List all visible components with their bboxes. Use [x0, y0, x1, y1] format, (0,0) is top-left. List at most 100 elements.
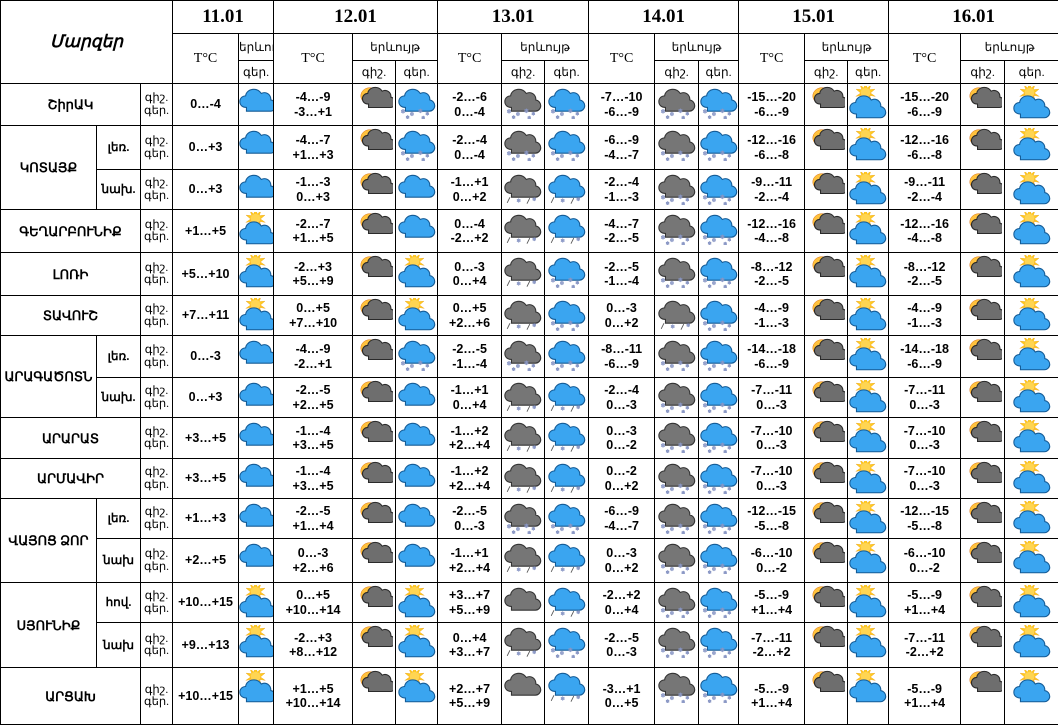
svg-text:❄: ❄ [660, 235, 665, 242]
svg-text:❄: ❄ [524, 523, 529, 530]
svg-text:❄: ❄ [711, 281, 716, 287]
svg-text:❄: ❄ [677, 194, 682, 201]
svg-text:❄: ❄ [567, 360, 572, 367]
svg-text:❄: ❄ [665, 570, 669, 574]
svg-text:❄: ❄ [685, 280, 689, 286]
svg-text:❄: ❄ [719, 607, 724, 614]
svg-text:❄: ❄ [702, 564, 707, 571]
svg-text:❄: ❄ [685, 610, 689, 616]
svg-text:❄: ❄ [665, 409, 669, 413]
svg-text:❄: ❄ [532, 237, 536, 243]
svg-text:❄: ❄ [685, 445, 689, 451]
svg-text:❄: ❄ [719, 442, 724, 449]
svg-text:❄: ❄ [555, 115, 559, 119]
svg-text:❄: ❄ [400, 361, 405, 368]
svg-text:❄: ❄ [425, 111, 429, 117]
svg-text:❄: ❄ [516, 447, 521, 453]
svg-text:❄: ❄ [677, 563, 682, 570]
svg-text:❄: ❄ [660, 524, 665, 531]
svg-text:❄: ❄ [711, 154, 716, 160]
svg-text:❄: ❄ [576, 237, 580, 243]
svg-text:❄: ❄ [707, 654, 711, 658]
svg-text:❄: ❄ [665, 614, 669, 618]
svg-text:❄: ❄ [677, 108, 682, 115]
svg-text:❄: ❄ [559, 112, 564, 118]
svg-text:❄: ❄ [702, 443, 707, 450]
svg-text:❄: ❄ [711, 198, 716, 204]
svg-text:❄: ❄ [425, 153, 429, 159]
svg-text:❄: ❄ [559, 651, 564, 657]
svg-text:❄: ❄ [575, 363, 579, 369]
svg-text:❄: ❄ [702, 648, 707, 655]
svg-text:❄: ❄ [560, 199, 565, 205]
svg-text:❄: ❄ [560, 568, 565, 574]
svg-text:❄: ❄ [707, 367, 711, 371]
svg-text:❄: ❄ [727, 197, 731, 203]
svg-text:❄: ❄ [575, 526, 579, 532]
svg-text:❄: ❄ [727, 610, 731, 616]
svg-text:❄: ❄ [531, 111, 535, 117]
svg-text:❄: ❄ [512, 367, 516, 371]
svg-text:❄: ❄ [723, 201, 727, 205]
svg-text:❄: ❄ [575, 650, 579, 656]
svg-text:❄: ❄ [719, 647, 724, 654]
svg-text:❄: ❄ [723, 614, 727, 618]
svg-text:❄: ❄ [550, 278, 555, 285]
svg-text:❄: ❄ [719, 523, 724, 530]
svg-text:❄: ❄ [665, 449, 669, 453]
svg-text:❄: ❄ [723, 570, 727, 574]
svg-text:❄: ❄ [405, 157, 409, 161]
svg-text:❄: ❄ [727, 280, 731, 286]
svg-text:❄: ❄ [707, 284, 711, 288]
svg-text:❄: ❄ [677, 647, 682, 654]
svg-text:❄: ❄ [719, 360, 724, 367]
svg-text:❄: ❄ [669, 567, 674, 573]
svg-text:❄: ❄ [417, 360, 422, 367]
svg-text:❄: ❄ [711, 324, 716, 330]
svg-text:❄: ❄ [660, 109, 665, 116]
svg-text:❄: ❄ [555, 367, 559, 371]
svg-text:❄: ❄ [527, 157, 531, 161]
svg-text:❄: ❄ [677, 360, 682, 367]
svg-text:❄: ❄ [677, 523, 682, 530]
svg-text:❄: ❄ [512, 157, 516, 161]
svg-text:❄: ❄ [707, 449, 711, 453]
svg-text:❄: ❄ [575, 111, 579, 117]
svg-text:❄: ❄ [660, 608, 665, 615]
svg-text:❄: ❄ [727, 323, 731, 329]
svg-text:❄: ❄ [507, 524, 512, 531]
svg-text:❄: ❄ [669, 651, 674, 657]
svg-text:❄: ❄ [665, 157, 669, 161]
svg-text:❄: ❄ [576, 486, 580, 492]
svg-text:❄: ❄ [711, 406, 716, 412]
svg-text:❄: ❄ [512, 115, 516, 119]
svg-text:❄: ❄ [677, 277, 682, 284]
svg-text:❄: ❄ [727, 695, 731, 701]
svg-text:❄: ❄ [516, 488, 521, 494]
svg-text:❄: ❄ [723, 157, 727, 161]
svg-text:❄: ❄ [719, 692, 724, 699]
svg-text:❄: ❄ [711, 696, 716, 702]
svg-text:❄: ❄ [559, 527, 564, 533]
svg-text:❄: ❄ [702, 151, 707, 158]
svg-text:❄: ❄ [723, 449, 727, 453]
svg-text:❄: ❄ [685, 566, 689, 572]
svg-text:❄: ❄ [550, 524, 555, 531]
svg-text:❄: ❄ [669, 281, 674, 287]
svg-text:❄: ❄ [681, 409, 685, 413]
svg-text:❄: ❄ [560, 447, 565, 453]
svg-text:❄: ❄ [685, 197, 689, 203]
svg-text:❄: ❄ [575, 153, 579, 159]
svg-text:❄: ❄ [575, 323, 579, 329]
svg-text:❄: ❄ [409, 154, 414, 160]
svg-text:❄: ❄ [707, 530, 711, 534]
svg-text:❄: ❄ [555, 654, 559, 658]
svg-text:❄: ❄ [559, 281, 564, 287]
svg-text:❄: ❄ [685, 526, 689, 532]
svg-text:❄: ❄ [571, 367, 575, 371]
svg-text:❄: ❄ [681, 157, 685, 161]
svg-text:❄: ❄ [571, 327, 575, 331]
svg-text:❄: ❄ [532, 445, 536, 451]
svg-text:❄: ❄ [711, 611, 716, 617]
svg-text:❄: ❄ [665, 201, 669, 205]
